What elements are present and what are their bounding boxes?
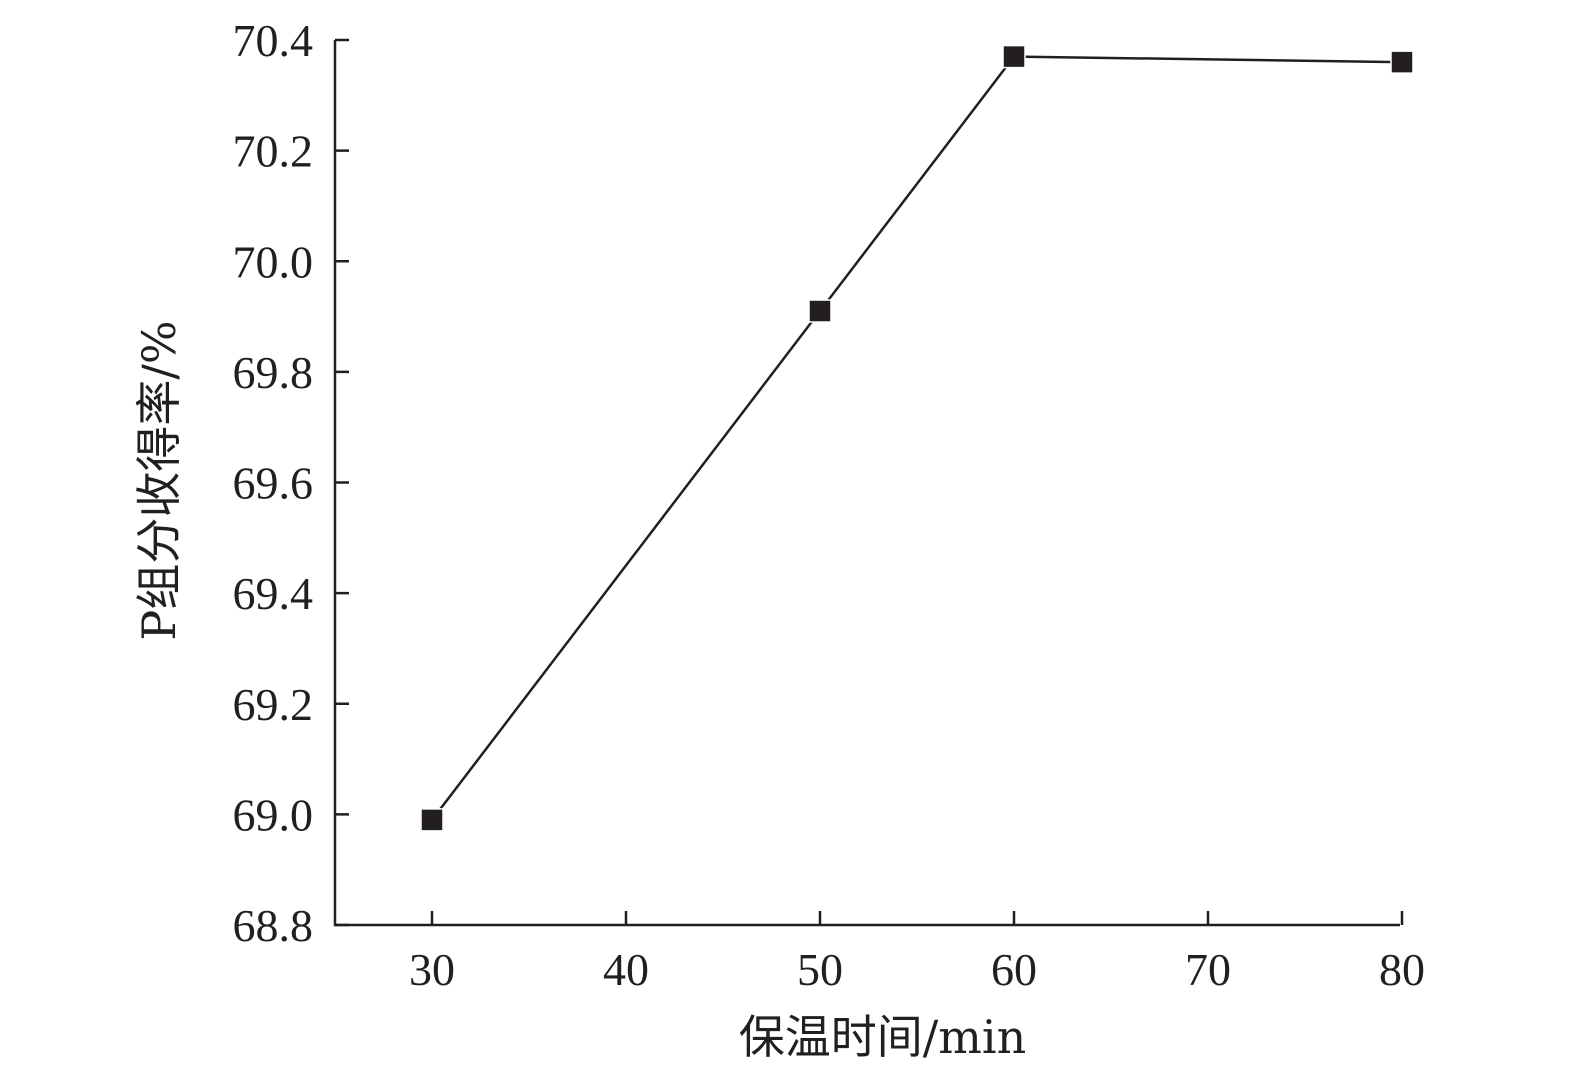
data-point-marker	[420, 808, 444, 832]
data-point-marker	[1390, 50, 1414, 74]
x-tick-label: 70	[1185, 944, 1231, 995]
x-tick-label: 40	[603, 944, 649, 995]
axes	[333, 40, 1400, 927]
y-tick-label: 70.4	[233, 15, 314, 66]
y-axis-ticks: 68.8 69.0 69.2 69.4 69.6 69.8 70.0 70.2 70.4	[233, 15, 349, 951]
data-point-marker	[1002, 44, 1026, 69]
y-tick-label: 70.2	[233, 126, 314, 177]
series-layer	[420, 44, 1414, 832]
y-tick-label: 69.8	[233, 347, 314, 398]
x-tick-label: 60	[991, 944, 1037, 995]
y-tick-label: 69.2	[233, 679, 314, 730]
x-axis-ticks: 30 40 50 60 70 80	[409, 911, 1425, 995]
y-tick-label: 69.0	[233, 789, 314, 840]
y-tick-label: 69.6	[233, 458, 314, 509]
x-tick-label: 80	[1379, 944, 1425, 995]
y-tick-label: 68.8	[233, 900, 314, 951]
axis-spines	[333, 40, 1400, 927]
y-tick-label: 69.4	[233, 568, 314, 619]
y-axis-title: P组分收得率/%	[132, 320, 186, 640]
series-line	[431, 55, 1403, 821]
x-tick-label: 50	[797, 944, 843, 995]
x-tick-label: 30	[409, 944, 455, 995]
x-axis-title: 保温时间/min	[739, 1010, 1026, 1064]
data-point-marker	[808, 299, 832, 323]
y-tick-label: 70.0	[233, 236, 314, 287]
